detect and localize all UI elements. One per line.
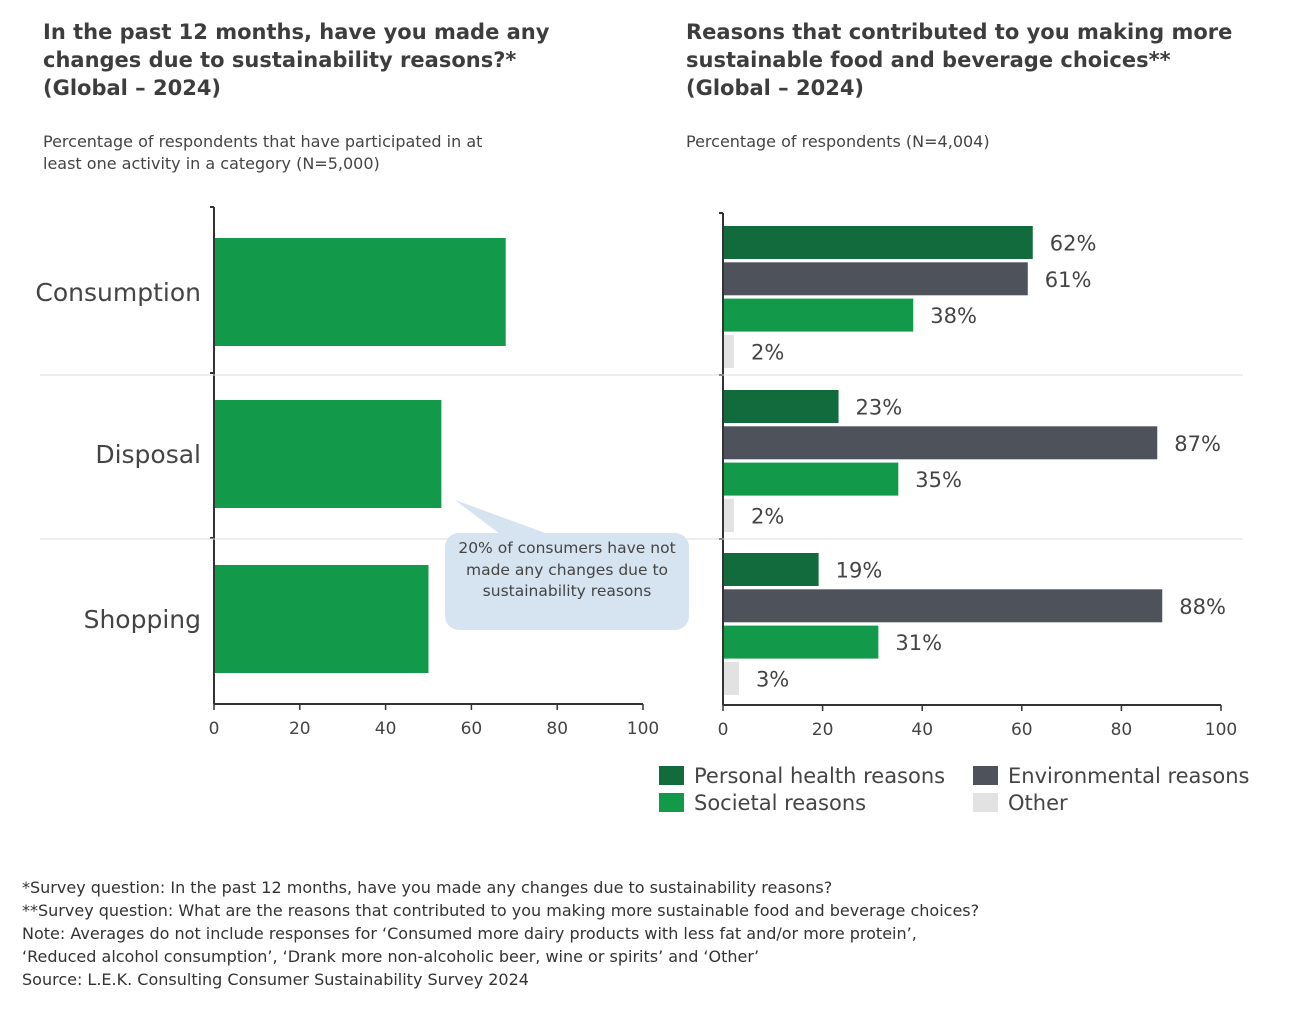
data-label: 35% <box>915 468 962 492</box>
bar-shopping-other <box>724 661 739 695</box>
bar-shopping <box>214 565 429 673</box>
bar-consumption-other <box>724 334 734 368</box>
data-label: 88% <box>1179 595 1226 619</box>
x-tick-label: 100 <box>627 719 659 739</box>
category-label: Shopping <box>84 605 201 634</box>
legend-label: Environmental reasons <box>1008 764 1249 788</box>
data-label: 23% <box>856 396 903 420</box>
legend-swatch <box>973 766 998 785</box>
legend-swatch <box>973 793 998 812</box>
bar-disposal-environmental-reasons <box>724 426 1158 460</box>
left-chart-subtitle: Percentage of respondents that have part… <box>43 132 483 173</box>
footnote: Note: Averages do not include responses … <box>22 924 917 943</box>
x-tick-label: 60 <box>461 719 483 739</box>
callout-pointer <box>455 500 548 534</box>
footnote: Source: L.E.K. Consulting Consumer Susta… <box>22 970 529 989</box>
bar-consumption-societal-reasons <box>724 298 914 332</box>
bar-shopping-societal-reasons <box>724 625 879 659</box>
x-tick-label: 40 <box>911 720 933 740</box>
data-label: 61% <box>1045 268 1092 292</box>
footnote: **Survey question: What are the reasons … <box>22 901 980 920</box>
x-tick-label: 80 <box>1111 720 1133 740</box>
legend-label: Personal health reasons <box>694 764 945 788</box>
legend-label: Other <box>1008 791 1068 815</box>
x-tick-label: 0 <box>718 720 729 740</box>
charts-canvas: Other Societal reasons Environmental reaso… <box>35 206 1249 815</box>
category-label: Consumption <box>35 278 201 307</box>
data-label: 2% <box>751 504 784 528</box>
data-label: 19% <box>836 559 883 583</box>
right-chart-subtitle: Percentage of respondents (N=4,004) <box>686 132 990 151</box>
data-label: 31% <box>895 631 942 655</box>
legend-label: Societal reasons <box>694 791 866 815</box>
x-tick-label: 60 <box>1011 720 1033 740</box>
bar-disposal-personal-health-reasons <box>724 390 839 423</box>
bar-shopping-personal-health-reasons <box>724 553 819 586</box>
legend-swatch <box>659 766 684 785</box>
callout: 20% of consumers have not made any chang… <box>458 539 676 600</box>
category-label: Disposal <box>95 440 201 469</box>
callout-box <box>445 533 689 630</box>
left-chart-title: In the past 12 months, have you made any… <box>43 20 550 100</box>
x-tick-label: 0 <box>209 719 220 739</box>
bar-disposal-societal-reasons <box>724 462 899 496</box>
data-label: 3% <box>756 667 789 691</box>
bar-consumption-personal-health-reasons <box>724 226 1033 259</box>
footnote: ‘Reduced alcohol consumption’, ‘Drank mo… <box>22 947 760 966</box>
data-label: 62% <box>1050 232 1097 256</box>
bar-disposal <box>214 400 442 508</box>
x-tick-label: 40 <box>375 719 397 739</box>
data-label: 2% <box>751 340 784 364</box>
callout-text: 20% of consumers have not made any chang… <box>458 539 676 600</box>
bar-consumption <box>214 238 506 346</box>
x-tick-label: 20 <box>289 719 311 739</box>
right-chart-title: Reasons that contributed to you making m… <box>686 20 1233 100</box>
x-tick-label: 80 <box>546 719 568 739</box>
data-label: 87% <box>1174 432 1221 456</box>
x-tick-label: 100 <box>1205 720 1237 740</box>
data-label: 38% <box>930 304 977 328</box>
footnotes: *Survey question: In the past 12 months,… <box>22 876 979 991</box>
x-tick-label: 20 <box>812 720 834 740</box>
bar-shopping-environmental-reasons <box>724 589 1163 623</box>
bar-consumption-environmental-reasons <box>724 262 1028 296</box>
footnote: *Survey question: In the past 12 months,… <box>22 878 833 897</box>
bar-disposal-other <box>724 498 734 532</box>
legend-swatch <box>659 793 684 812</box>
